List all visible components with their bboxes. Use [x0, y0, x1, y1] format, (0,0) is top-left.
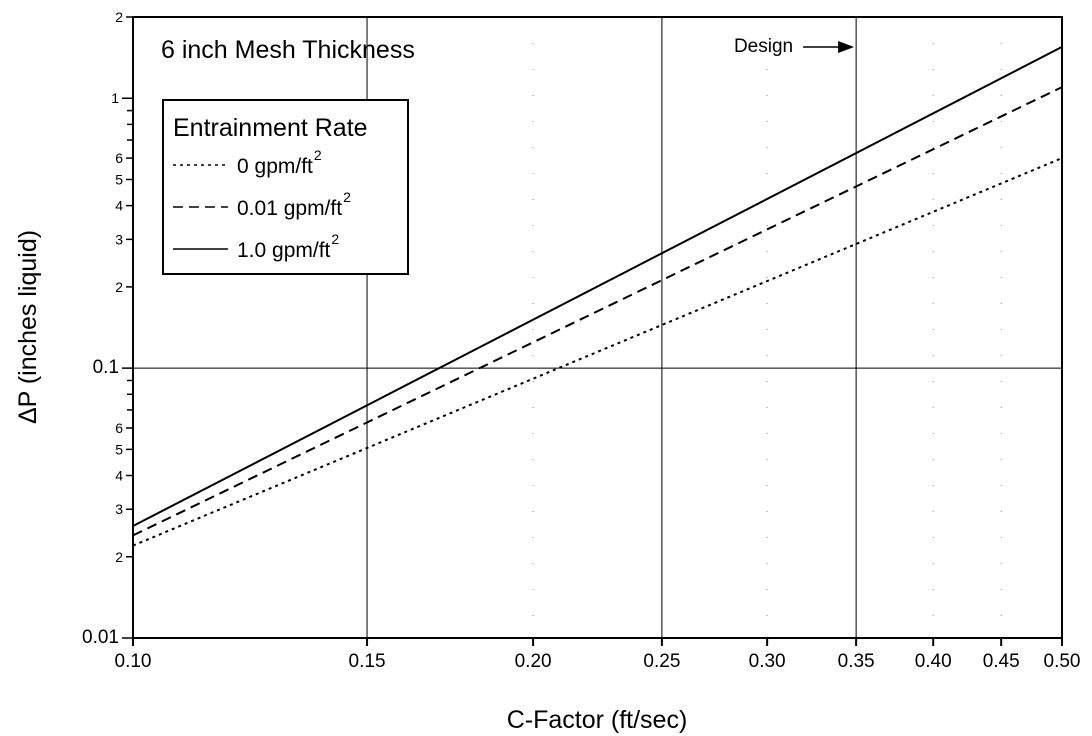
legend-box [162, 99, 409, 275]
y-axis-label: ΔP (inches liquid) [14, 230, 42, 424]
y-tick-label: 6 [115, 150, 123, 166]
y-tick-label: 4 [115, 198, 123, 214]
legend: Entrainment Rate 0 gpm/ft 20.01 gpm/ft 21.… [162, 99, 409, 275]
x-axis-label: C-Factor (ft/sec) [507, 706, 688, 734]
x-tick-label: 0.35 [838, 651, 875, 672]
y-tick-label: 6 [115, 420, 123, 436]
x-tick-label: 0.45 [983, 651, 1020, 672]
legend-label-superscript: 2 [314, 147, 322, 163]
x-tick-label: 0.25 [643, 651, 680, 672]
y-tick-label: 2 [115, 279, 123, 295]
legend-label-superscript: 2 [343, 189, 351, 205]
legend-label: 0.01 gpm/ft [237, 197, 342, 220]
plot-frame [132, 16, 1063, 639]
series-layer [132, 46, 1063, 547]
y-tick-label: 2 [115, 549, 123, 565]
chart-title: 6 inch Mesh Thickness [161, 36, 415, 64]
design-annotation-label: Design [734, 36, 793, 57]
legend-label: 0 gpm/ft [237, 155, 313, 178]
x-tick-label: 0.15 [349, 651, 386, 672]
legend-label-superscript: 2 [331, 231, 339, 247]
y-tick-label: 5 [115, 441, 123, 457]
y-tick-label: 3 [115, 231, 123, 247]
y-tick-label: 2 [115, 9, 123, 25]
annotation-layer: Design [734, 36, 855, 57]
legend-title: Entrainment Rate [173, 114, 368, 142]
x-tick-label: 0.30 [749, 651, 786, 672]
grid-layer [133, 17, 1062, 638]
design-arrow-head [838, 41, 855, 53]
y-tick-label: 3 [115, 501, 123, 517]
legend-label: 1.0 gpm/ft [237, 239, 331, 262]
x-tick-label: 0.10 [115, 651, 152, 672]
y-tick-label: 0.01 [82, 627, 119, 648]
series-line-dashed [132, 86, 1063, 537]
y-tick-label: 5 [115, 171, 123, 187]
tick-layer: 0.10 0.15 0.20 0.25 0.30 0.35 0.40 0.45 0.500.01… [82, 9, 1080, 672]
series-line-solid [132, 46, 1063, 527]
x-tick-label: 0.20 [515, 651, 552, 672]
x-tick-label: 0.50 [1044, 651, 1081, 672]
y-tick-label: 1 [111, 90, 119, 106]
y-tick-label: 0.1 [93, 357, 119, 378]
legend-entries: 0 gpm/ft 20.01 gpm/ft 21.0 gpm/ft 2 [173, 147, 351, 262]
x-tick-label: 0.40 [915, 651, 952, 672]
y-tick-label: 4 [115, 468, 123, 484]
